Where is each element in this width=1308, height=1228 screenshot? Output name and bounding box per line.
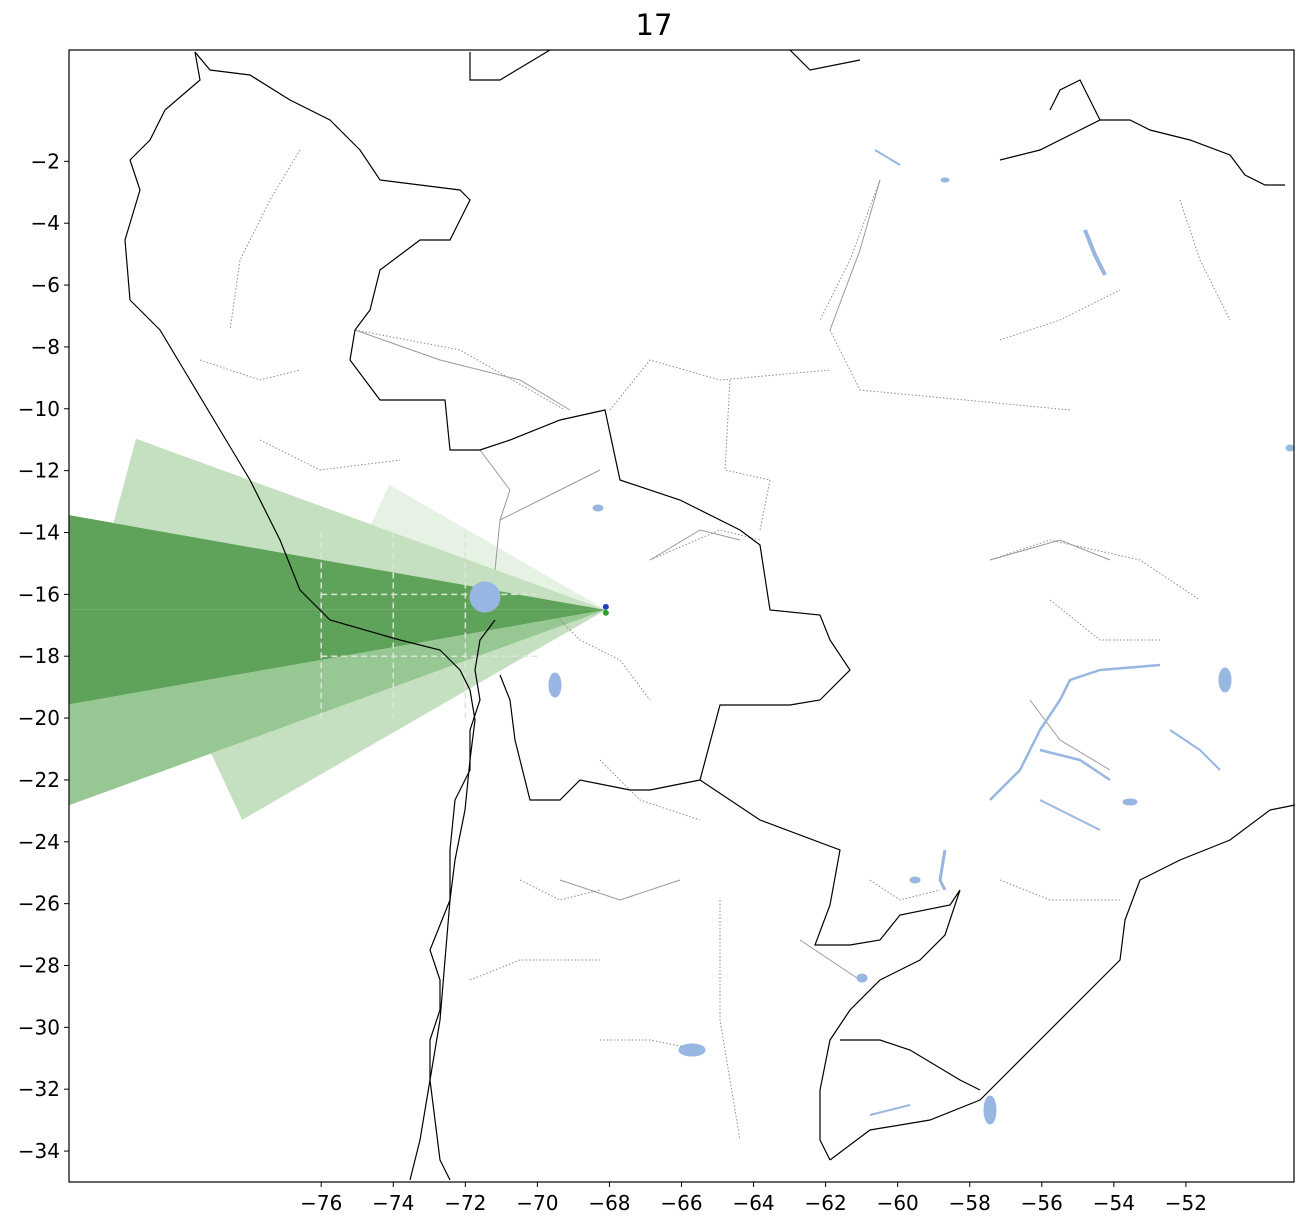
y-tick-label: −6 [31,273,60,297]
x-tick-label: −68 [588,1191,630,1215]
y-tick-label: −32 [18,1077,60,1101]
x-axis-ticks: −76 −74 −72 −70 −68 −66 −64 −62 −60 −58 −56 −54 −52 [300,1182,1207,1215]
map-title: 17 [635,8,673,42]
national-boundaries [194,49,981,1181]
origin-marker [602,603,609,616]
y-tick-label: −20 [18,706,60,730]
y-tick-label: −10 [18,397,60,421]
lake-titicaca [469,581,501,613]
river-itaipu [938,849,947,891]
wind-sector-5 [370,484,606,610]
lake-mar-chiquita [678,1043,706,1057]
x-tick-label: −58 [949,1191,991,1215]
x-tick-label: −52 [1165,1191,1207,1215]
lake-small-bolivia [592,504,604,512]
lake-small-2 [940,177,950,183]
y-tick-label: −14 [18,520,60,544]
lake-small-6 [1285,444,1295,452]
lake-furnas [1218,667,1232,693]
origin-point-blue [602,603,609,610]
y-tick-label: −26 [18,892,60,916]
x-tick-label: −56 [1021,1191,1063,1215]
lake-small-3 [856,973,868,983]
x-tick-label: −54 [1093,1191,1135,1215]
origin-point-green [602,609,609,616]
y-tick-label: −24 [18,830,60,854]
y-tick-label: −34 [18,1139,60,1163]
wind-sector-0 [69,515,606,610]
river-amazon-lake [874,149,901,166]
river-uruguay [869,1104,911,1116]
y-tick-label: −12 [18,459,60,483]
wind-sector-layer [69,438,606,820]
x-tick-label: −62 [805,1191,847,1215]
river-tiete [1039,748,1111,782]
y-tick-label: −8 [31,335,60,359]
river-grande [1039,799,1101,831]
state-borders [199,149,1231,1141]
x-tick-label: −72 [444,1191,486,1215]
x-tick-label: −70 [516,1191,558,1215]
wind-sector-2 [69,609,606,806]
lake-small-4 [909,876,921,884]
lakes-and-rivers [469,149,1295,1125]
y-tick-label: −22 [18,768,60,792]
x-tick-label: −76 [300,1191,342,1215]
x-tick-label: −64 [732,1191,774,1215]
gridlines-layer [320,532,538,719]
river-parana [989,663,1161,801]
y-tick-label: −2 [31,149,60,173]
coastline [124,51,1296,1181]
wind-sector-4 [211,609,606,820]
y-tick-label: −4 [31,211,60,235]
y-tick-label: −30 [18,1015,60,1039]
x-tick-label: −74 [372,1191,414,1215]
x-tick-label: −60 [877,1191,919,1215]
country-borders [354,179,1111,981]
y-axis-ticks: −2 −4 −6 −8 −10 −12 −14 −16 −18 −20 −22 −24 −26 −28 −3… [18,149,69,1163]
wind-sector-3 [113,438,606,610]
x-tick-label: −66 [660,1191,702,1215]
river-tocantins [1083,229,1107,276]
river-sao-francisco [1169,729,1221,771]
y-tick-label: −18 [18,644,60,668]
lake-small-5 [1122,798,1138,806]
lake-patos [983,1095,997,1125]
y-tick-label: −16 [18,582,60,606]
y-tick-label: −28 [18,953,60,977]
lake-poopo [548,672,562,698]
